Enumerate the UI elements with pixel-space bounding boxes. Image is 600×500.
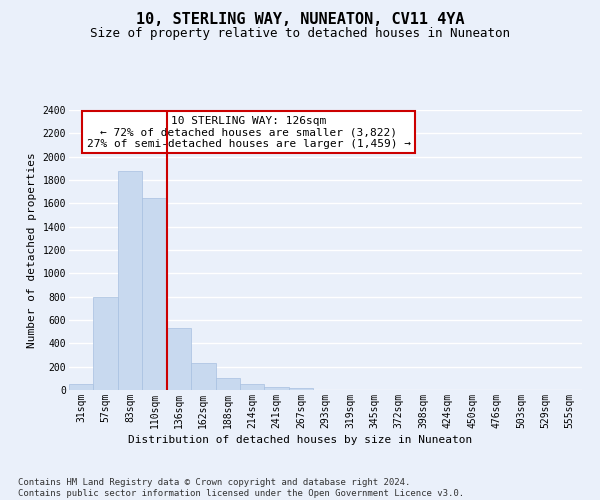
Bar bbox=[265, 386, 289, 390]
Y-axis label: Number of detached properties: Number of detached properties bbox=[27, 152, 37, 348]
Text: 10, STERLING WAY, NUNEATON, CV11 4YA: 10, STERLING WAY, NUNEATON, CV11 4YA bbox=[136, 12, 464, 28]
Text: Size of property relative to detached houses in Nuneaton: Size of property relative to detached ho… bbox=[90, 28, 510, 40]
Text: 10 STERLING WAY: 126sqm
← 72% of detached houses are smaller (3,822)
27% of semi: 10 STERLING WAY: 126sqm ← 72% of detache… bbox=[86, 116, 410, 149]
Bar bbox=[167, 328, 191, 390]
Text: Contains HM Land Registry data © Crown copyright and database right 2024.
Contai: Contains HM Land Registry data © Crown c… bbox=[18, 478, 464, 498]
Bar bbox=[191, 362, 215, 390]
Bar bbox=[289, 388, 313, 390]
Bar bbox=[142, 198, 167, 390]
Bar bbox=[215, 378, 240, 390]
Text: Distribution of detached houses by size in Nuneaton: Distribution of detached houses by size … bbox=[128, 435, 472, 445]
Bar bbox=[118, 170, 142, 390]
Bar bbox=[69, 384, 94, 390]
Bar bbox=[240, 384, 265, 390]
Bar bbox=[94, 296, 118, 390]
